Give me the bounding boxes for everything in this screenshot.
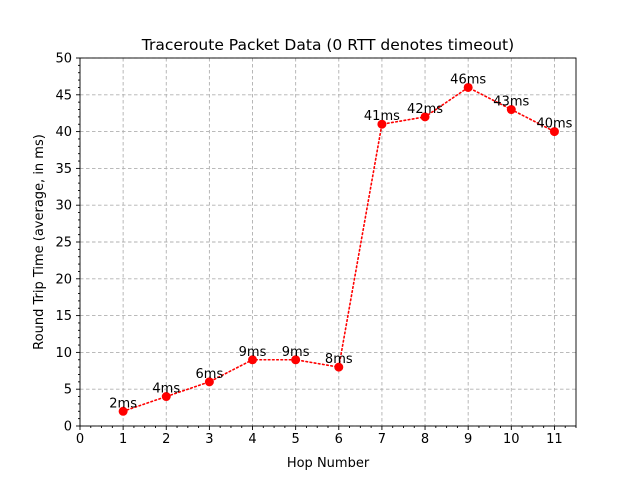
rtt-point [377,119,387,129]
x-tick-label: 6 [335,432,343,447]
rtt-point [161,392,171,402]
x-axis-label: Hop Number [287,456,370,471]
y-axis-label: Round Trip Time (average, in ms) [32,134,47,350]
rtt-point [420,112,430,122]
y-tick-label: 50 [55,52,72,67]
y-tick-label: 40 [55,125,72,140]
x-tick-label: 1 [119,432,127,447]
x-tick-label: 11 [546,432,563,447]
rtt-point [248,355,258,365]
y-tick-label: 30 [55,199,72,214]
y-tick-label: 45 [55,88,72,103]
x-tick-label: 5 [292,432,300,447]
x-tick-label: 4 [248,432,256,447]
y-tick-label: 10 [55,346,72,361]
x-tick-label: 10 [503,432,520,447]
rtt-data-label: 2ms [109,396,137,411]
rtt-point [549,127,559,137]
rtt-point [334,362,344,372]
rtt-point [291,355,301,365]
x-tick-label: 8 [421,432,429,447]
y-tick-label: 0 [64,420,72,435]
x-tick-label: 0 [76,432,84,447]
rtt-data-label: 6ms [196,367,224,382]
rtt-data-label: 41ms [364,109,400,124]
x-tick-label: 2 [162,432,170,447]
rtt-data-label: 9ms [239,345,267,360]
data-labels: 2ms 4ms 6ms 9ms 9ms 8ms 41ms 42ms 46ms 43ms 40ms [109,72,572,411]
rtt-series [118,82,559,416]
rtt-data-label: 9ms [282,345,310,360]
x-tick-label: 3 [205,432,213,447]
rtt-point [204,377,214,387]
rtt-data-label: 46ms [450,72,486,87]
y-tick-label: 15 [55,309,72,324]
y-tick-label: 25 [55,236,72,251]
rtt-data-label: 40ms [536,117,572,132]
rtt-data-label: 43ms [493,95,529,110]
rtt-point [506,105,516,115]
rtt-data-label: 4ms [152,382,180,397]
rtt-point [463,82,473,92]
y-tick-label: 20 [55,272,72,287]
y-tick-label: 35 [55,162,72,177]
x-tick-label: 9 [464,432,472,447]
y-tick-label: 5 [64,383,72,398]
rtt-data-label: 42ms [407,102,443,117]
chart-title: Traceroute Packet Data (0 RTT denotes ti… [141,36,514,54]
rtt-point [118,406,128,416]
rtt-data-label: 8ms [325,352,353,367]
x-tick-label: 7 [378,432,386,447]
